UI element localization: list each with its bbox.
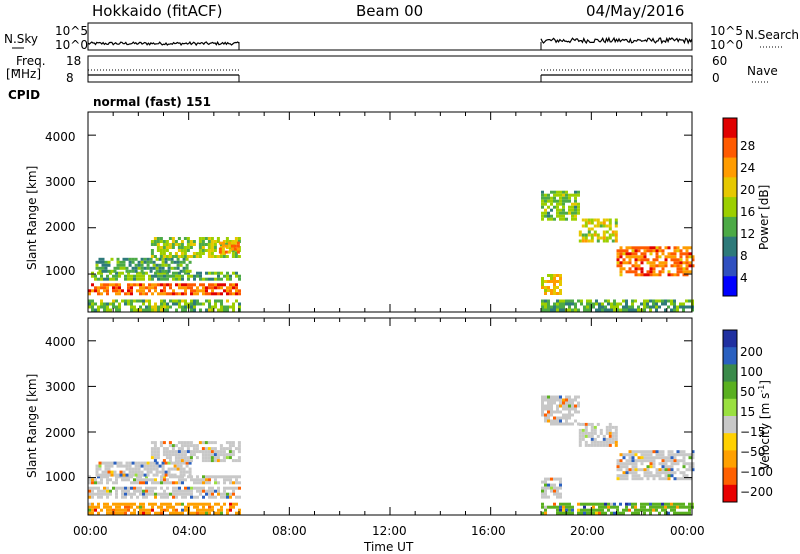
velocity-region-2 — [95, 461, 192, 477]
y-tick-power-1000: 1000 — [45, 264, 76, 278]
velocity-cbar-seg-7 — [723, 450, 737, 469]
power-region-4 — [218, 241, 240, 254]
velocity-panel-bg — [88, 318, 692, 515]
freq-tick-high: 18 — [66, 54, 82, 68]
velocity-region-1 — [88, 475, 241, 485]
vel-cbar-tick-m50: −50 — [740, 445, 766, 459]
vel-cbar-tick-m15: −15 — [740, 425, 766, 439]
x-tick-2: 08:00 — [272, 524, 307, 538]
freq-label: Freq. — [16, 54, 46, 68]
velocity-region-8 — [541, 477, 562, 499]
power-cbar-tick-20: 20 — [740, 183, 756, 197]
cpid-label: CPID — [8, 88, 41, 102]
velocity-region-5 — [541, 395, 580, 426]
velocity-cbar-seg-3 — [723, 381, 737, 400]
power-cbar-tick-4: 4 — [740, 271, 748, 285]
power-region-1 — [91, 271, 241, 281]
power-cbar-seg-5 — [723, 216, 737, 238]
nsearch-label: N.Search — [745, 28, 800, 42]
x-tick-1: 04:00 — [172, 524, 207, 538]
velocity-cbar-seg-6 — [723, 433, 737, 451]
nave-label: Nave — [747, 64, 778, 78]
vel-cbar-tick-100: 100 — [740, 365, 763, 379]
power-cbar-tick-28: 28 — [740, 139, 756, 153]
nave-tick-low: 0 — [712, 71, 720, 85]
x-tick-0: 00:00 — [73, 524, 108, 538]
power-cbar-tick-24: 24 — [740, 161, 756, 175]
power-region-10 — [541, 299, 694, 312]
y-tick-vel-3000: 3000 — [45, 380, 76, 394]
power-cbar-seg-7 — [723, 256, 737, 277]
power-region-9 — [541, 274, 562, 295]
power-cbar-seg-8 — [723, 276, 737, 297]
nsky-panel-frame — [87, 22, 693, 51]
y-tick-vel-4000: 4000 — [45, 335, 76, 349]
velocity-region-7 — [616, 450, 695, 481]
power-panel-bg — [88, 112, 692, 312]
power-cbar-tick-12: 12 — [740, 227, 756, 241]
power-region-5 — [88, 299, 241, 312]
velocity-region-4 — [88, 502, 241, 515]
velocity-cbar-seg-0 — [723, 330, 737, 348]
power-region-3 — [150, 237, 241, 258]
cpid-text: normal (fast) 151 — [93, 95, 211, 109]
power-region-0 — [88, 283, 241, 296]
vel-cbar-tick-m200: −200 — [740, 485, 773, 499]
y-tick-power-3000: 3000 — [45, 175, 76, 189]
power-cbar-seg-1 — [723, 137, 737, 159]
velocity-cbar-seg-5 — [723, 416, 737, 434]
power-cbar-seg-3 — [723, 177, 737, 198]
power-region-6 — [541, 190, 580, 221]
vel-cbar-tick-m100: −100 — [740, 465, 773, 479]
nsky-series-early — [87, 40, 240, 47]
velocity-region-0 — [88, 486, 241, 499]
header-left: Hokkaido (fitACF) — [92, 2, 223, 20]
nsky-label: N.Sky — [4, 32, 39, 46]
freq-panel-frame — [87, 55, 693, 83]
header-center: Beam 00 — [356, 2, 424, 20]
y-tick-power-2000: 2000 — [45, 220, 76, 234]
nsky-tick-low: 10^0 — [55, 38, 88, 52]
velocity-cbar-seg-2 — [723, 364, 737, 383]
velocity-region-3 — [150, 441, 241, 463]
x-tick-6: 00:00 — [670, 524, 705, 538]
y-tick-vel-2000: 2000 — [45, 426, 76, 440]
freq-tick-low: 8 — [66, 71, 74, 85]
xlabel: Time UT — [364, 540, 414, 554]
velocity-cbar-seg-8 — [723, 467, 737, 486]
velocity-region-9 — [541, 502, 694, 515]
x-tick-3: 12:00 — [372, 524, 407, 538]
vel-cbar-tick-15: 15 — [740, 405, 756, 419]
power-cbar-seg-4 — [723, 197, 737, 218]
nsky-series-late — [540, 36, 693, 45]
x-tick-4: 16:00 — [471, 524, 506, 538]
velocity-region-6 — [578, 422, 618, 447]
y-tick-vel-1000: 1000 — [45, 470, 76, 484]
velocity-cbar-seg-4 — [723, 398, 737, 417]
header-right: 04/May/2016 — [586, 2, 685, 20]
power-region-2 — [95, 257, 192, 273]
velocity-cbar-seg-1 — [723, 347, 737, 365]
nsky-tick-high: 10^5 — [55, 24, 88, 38]
velocity-cbar-frame — [722, 329, 738, 503]
vel-cbar-tick-200: 200 — [740, 345, 763, 359]
vel-cbar-tick-50: 50 — [740, 385, 756, 399]
freq-unit-label: [MHz] — [6, 67, 42, 81]
power-cbar-seg-0 — [723, 118, 737, 139]
power-cbar-seg-2 — [723, 157, 737, 178]
nsearch-tick-high: 10^5 — [710, 24, 743, 38]
power-region-7 — [578, 218, 618, 243]
velocity-cbar-seg-9 — [723, 484, 737, 503]
nave-tick-high: 60 — [712, 54, 728, 68]
nsearch-tick-low: 10^0 — [710, 38, 743, 52]
power-cbar-tick-8: 8 — [740, 249, 748, 263]
y-tick-power-4000: 4000 — [45, 130, 76, 144]
power-cbar-seg-6 — [723, 236, 737, 257]
x-tick-5: 20:00 — [570, 524, 605, 538]
power-region-8 — [616, 246, 695, 277]
power-cbar-frame — [722, 117, 738, 297]
power-cbar-tick-16: 16 — [740, 205, 756, 219]
